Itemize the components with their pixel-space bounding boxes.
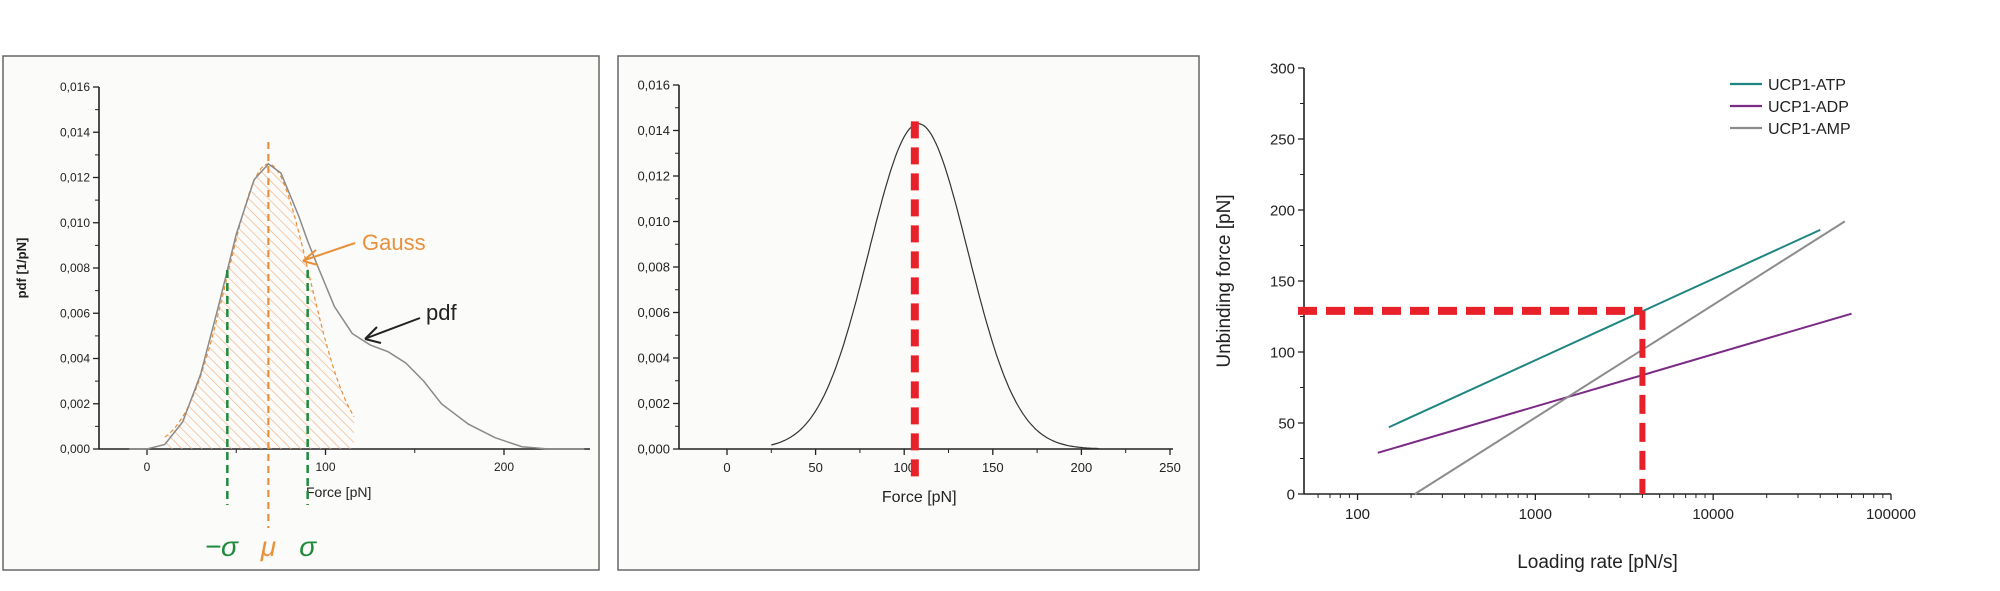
y-axis-label: pdf [1/pN] [14, 238, 29, 299]
y-tick-label: 150 [1270, 273, 1295, 290]
x-tick-label: 100000 [1866, 506, 1916, 523]
y-tick-label: 0,008 [637, 260, 670, 275]
gauss-arrowhead [302, 249, 319, 266]
series-line-ucp1-atp [1388, 228, 1821, 429]
y-tick-label: 0,004 [637, 351, 670, 366]
pdf-arrow [366, 317, 421, 339]
y-tick-label: 0,004 [60, 352, 90, 366]
x-tick-label: 10000 [1692, 506, 1734, 523]
y-tick-label: 0,000 [637, 442, 670, 457]
y-tick-label: 0,012 [637, 169, 670, 184]
y-tick-label: 0,008 [60, 261, 90, 275]
pdf-curve [129, 162, 585, 450]
y-tick-label: 100 [1270, 344, 1295, 361]
y-tick-label: 250 [1270, 131, 1295, 148]
chart-gaussian: 0,000 0,002 0,004 0,006 0,008 0,010 0,012 0,014… [637, 78, 1180, 506]
pdf-arrowhead [364, 326, 382, 344]
y-tick-label: 0,014 [60, 125, 90, 139]
y-tick-label: 200 [1270, 202, 1295, 219]
pdf-annotation: pdf [426, 300, 457, 325]
chart-pdf-gauss: 0,000 0,002 0,004 0,006 0,008 0,010 0,012 0,014… [14, 80, 590, 562]
x-tick-label: 1000 [1519, 506, 1552, 523]
y-tick-label: 300 [1270, 60, 1295, 77]
y-tick-label: 0,016 [60, 80, 90, 94]
y-tick-label: 0,000 [60, 442, 90, 456]
y-tick-label: 0,006 [637, 305, 670, 320]
x-axis-label: Force [pN] [882, 489, 957, 506]
x-tick-label: 200 [494, 460, 514, 474]
x-tick-label: 0 [144, 460, 151, 474]
minus-sigma-label: −σ [205, 531, 239, 562]
sigma-label: σ [299, 531, 317, 562]
y-tick-label: 0,002 [637, 396, 670, 411]
gaussian-curve [771, 123, 1100, 450]
x-tick-label: 150 [982, 460, 1004, 475]
series-line-ucp1-adp [1377, 312, 1852, 454]
gauss-annotation: Gauss [362, 230, 426, 255]
x-tick-label: 100 [893, 460, 915, 475]
gauss-arrow [304, 242, 356, 261]
y-tick-label: 0,010 [60, 216, 90, 230]
x-tick-label: 0 [723, 460, 730, 475]
y-tick-label: 0,002 [60, 397, 90, 411]
gauss-curve [164, 163, 355, 438]
x-tick-label: 200 [1071, 460, 1093, 475]
y-tick-label: 0,012 [60, 171, 90, 185]
panel-2-frame [617, 55, 1200, 571]
x-tick-label: 250 [1159, 460, 1181, 475]
chart-loading-rate: 0 50 100 150 200 250 300 100 1000 10000 100000 Unbi… [1214, 60, 1916, 573]
y-tick-label: 50 [1278, 415, 1295, 432]
y-tick-label: 0,006 [60, 306, 90, 320]
x-tick-label: 100 [1345, 506, 1370, 523]
x-axis-label: Force [pN] [306, 484, 371, 500]
legend-label: UCP1-ADP [1768, 99, 1849, 116]
x-tick-label: 50 [808, 460, 822, 475]
mu-label: μ [260, 531, 276, 562]
y-tick-label: 0,014 [637, 123, 670, 138]
x-axis-label: Loading rate [pN/s] [1517, 552, 1678, 573]
x-tick-label: 100 [315, 460, 335, 474]
y-tick-label: 0,010 [637, 214, 670, 229]
y-axis-label: Unbinding force [pN] [1214, 194, 1235, 367]
y-tick-label: 0,016 [637, 78, 670, 93]
y-tick-label: 0 [1287, 486, 1295, 503]
legend-label: UCP1-AMP [1768, 121, 1851, 138]
legend-label: UCP1-ATP [1768, 77, 1846, 94]
series-line-ucp1-amp [1414, 220, 1846, 495]
